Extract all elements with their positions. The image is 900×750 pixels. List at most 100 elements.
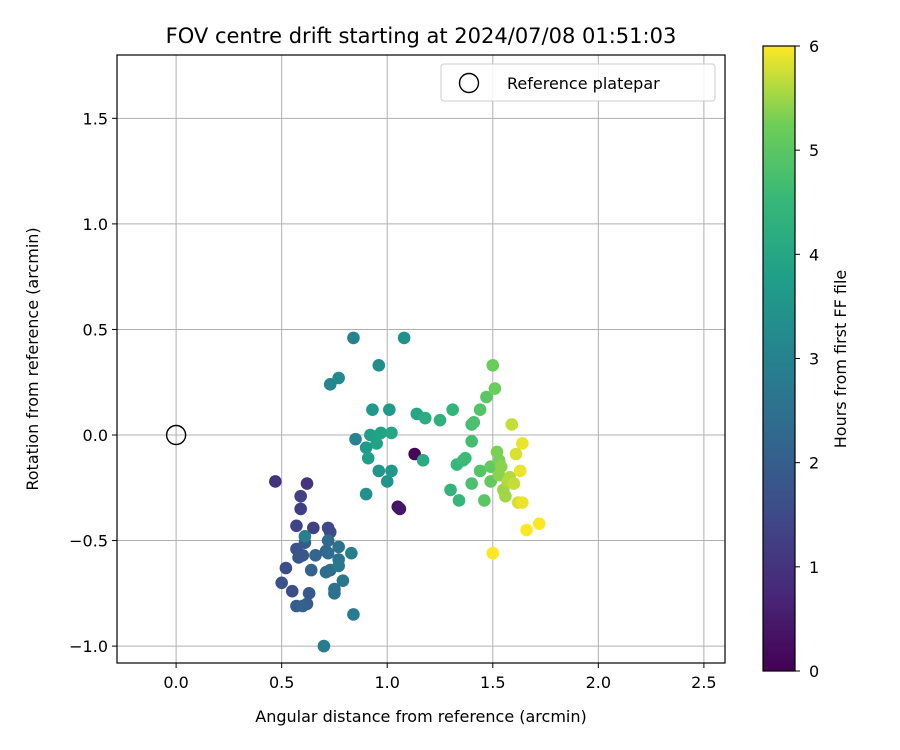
y-tick-label: 0.5 [83,320,108,339]
colorbar-tick-label: 1 [809,558,819,577]
legend-marker [458,72,480,94]
data-point [459,451,472,465]
data-point [446,403,459,416]
x-tick-label: 0.0 [163,673,188,692]
data-point [304,563,318,577]
data-point [444,483,457,497]
data-point [298,530,312,543]
data-point [499,489,512,503]
data-point [269,475,282,488]
data-point [307,521,320,535]
data-point [532,517,546,530]
data-point [328,587,341,600]
colorbar-ticks: 0 1 2 3 4 5 6 [795,37,819,681]
colorbar: 0 1 2 3 4 5 6 Hours from first FF file [762,37,850,681]
legend-label: Reference platepar [507,74,660,93]
data-point [513,464,527,478]
data-point [433,413,447,427]
data-point [294,502,307,516]
x-axis-label: Angular distance from reference (arcmin) [255,707,586,726]
data-point [397,331,411,345]
data-point [486,359,500,372]
colorbar-tick-label: 0 [809,662,819,681]
data-point [473,403,487,416]
plot-frame [116,54,726,664]
data-point [294,489,307,503]
data-point [505,418,519,431]
data-point [332,559,345,573]
data-point [467,416,481,429]
data-point [349,432,362,446]
data-point [372,464,386,478]
data-point [416,454,430,467]
data-point [385,464,398,478]
data-point [509,447,523,461]
data-point [347,331,360,345]
grid-lines [117,55,725,663]
colorbar-tick-label: 5 [809,141,819,160]
data-point [321,534,335,547]
data-point [478,494,491,507]
x-tick-label: 1.0 [374,673,399,692]
y-tick-label: −1.0 [69,637,108,656]
reference-platepar-marker [165,424,187,446]
data-point [309,549,322,562]
legend-box [440,63,716,102]
data-point [465,435,478,448]
data-point [516,496,529,509]
data-point [302,587,316,600]
data-point [473,464,487,478]
data-point [465,477,478,490]
data-point [321,546,335,560]
data-point [385,426,398,440]
data-point [480,390,493,404]
data-point [383,403,396,416]
data-point [488,382,502,395]
data-point [370,437,383,450]
data-point [317,639,331,653]
colorbar-tick-label: 3 [809,350,819,369]
data-point [285,584,299,598]
y-axis-label: Rotation from reference (arcmin) [23,227,42,490]
data-point [292,551,305,564]
colorbar-label: Hours from first FF file [831,270,850,449]
y-tick-label: 1.0 [83,215,108,234]
colorbar-gradient [763,46,795,671]
x-tick-label: 0.5 [269,673,294,692]
data-point [393,502,407,516]
data-point [486,546,500,560]
x-tick-label: 1.5 [480,673,505,692]
data-point [516,437,529,450]
y-axis-ticks: −1.0 −0.5 0.0 0.5 1.0 1.5 [69,109,117,656]
data-point [374,426,388,440]
data-point [332,540,345,554]
x-axis-ticks: 0.0 0.5 1.0 1.5 2.0 2.5 [163,663,717,692]
data-point [336,574,350,587]
data-point [507,477,521,490]
data-point [290,519,303,533]
legend: Reference platepar [440,63,716,102]
data-point [359,487,373,501]
colorbar-tick-label: 6 [809,37,819,56]
colorbar-tick-label: 2 [809,454,819,473]
y-tick-label: 0.0 [83,426,108,445]
y-tick-label: −0.5 [69,532,108,551]
chart-title: FOV centre drift starting at 2024/07/08 … [166,24,677,48]
data-point [366,403,379,416]
data-point [347,608,360,621]
x-tick-label: 2.0 [586,673,611,692]
scatter-points [165,331,546,653]
data-point [380,475,394,488]
data-point [275,576,288,590]
y-tick-label: 1.5 [83,109,108,128]
data-point [332,371,345,385]
data-point [418,411,432,425]
data-point [520,523,533,537]
data-point [345,546,358,560]
data-point [300,477,314,490]
data-point [296,599,310,613]
x-tick-label: 2.5 [691,673,716,692]
data-point [452,494,466,507]
data-point [359,441,373,454]
